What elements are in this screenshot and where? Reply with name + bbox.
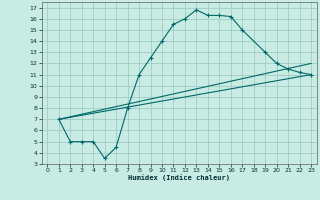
- X-axis label: Humidex (Indice chaleur): Humidex (Indice chaleur): [128, 175, 230, 181]
